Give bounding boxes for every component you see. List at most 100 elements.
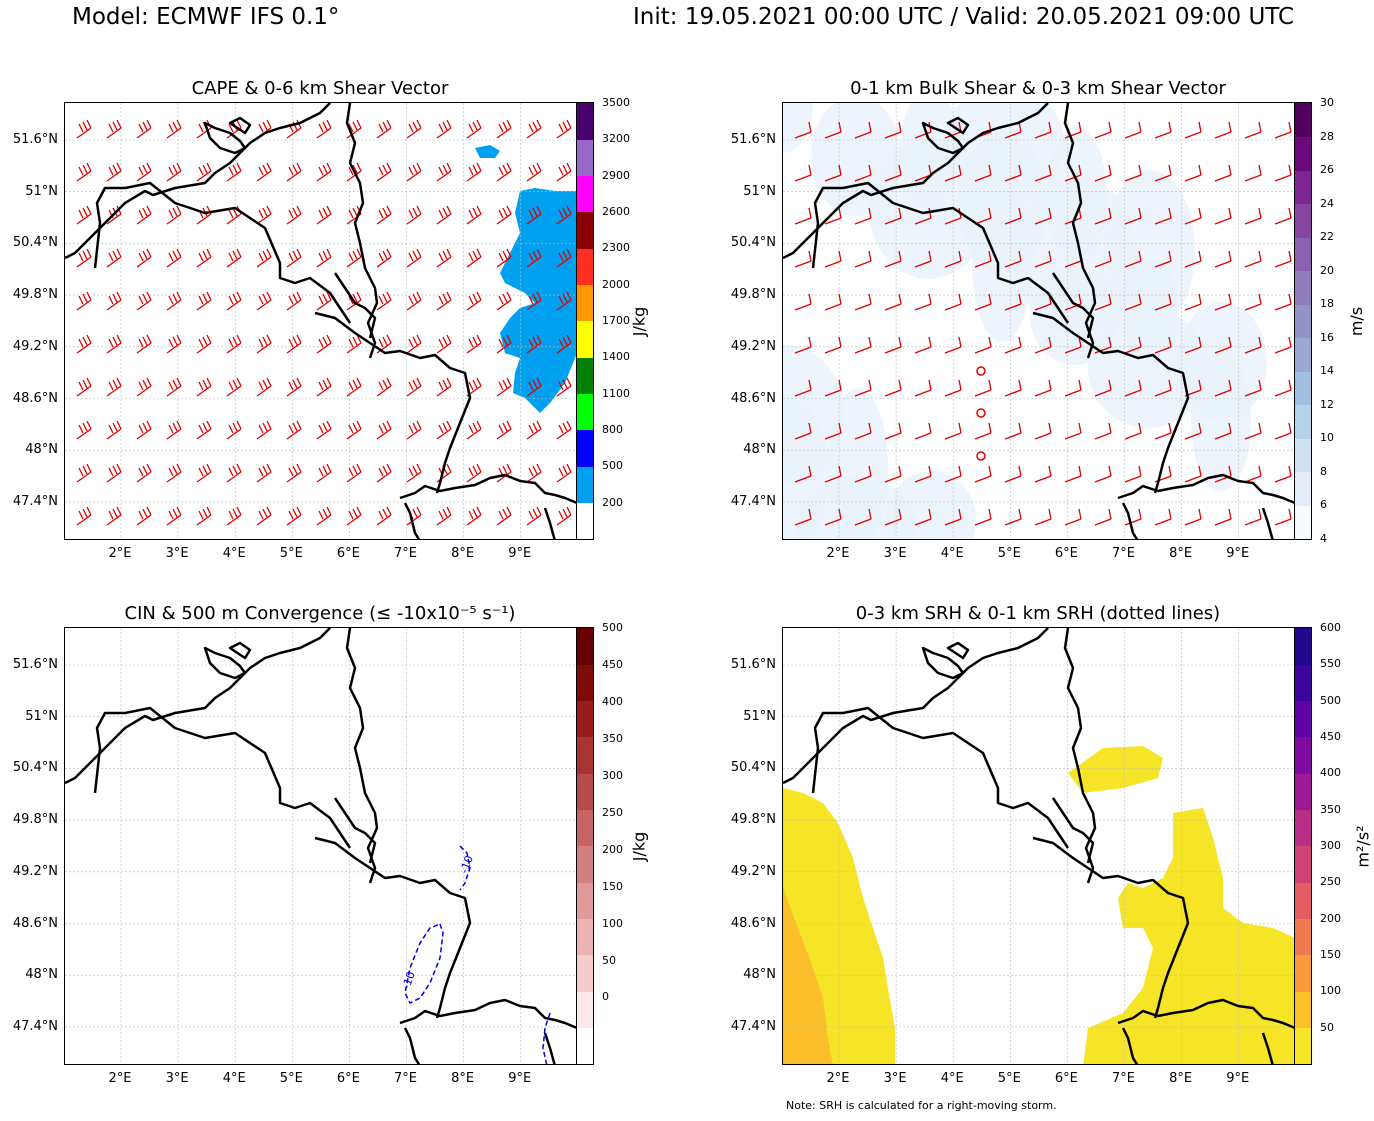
lon-label: 4°E [222, 1071, 246, 1086]
shear-colorbar [1294, 102, 1312, 540]
cape-colorbar [576, 102, 594, 540]
lon-label: 8°E [451, 1071, 475, 1086]
lat-label: 47.4°N [12, 1018, 58, 1034]
lon-label: 8°E [1169, 1071, 1193, 1086]
lat-label: 47.4°N [730, 493, 776, 509]
shear-colorbar-band [1295, 304, 1311, 339]
cin-map-svg: -10 -10 [65, 628, 576, 1064]
srh-colorbar-tick: 550 [1320, 657, 1341, 671]
cin-colorbar-band [577, 882, 593, 920]
cin-colorbar-band [577, 991, 593, 1029]
shear-colorbar-tick: 10 [1320, 431, 1334, 445]
cin-colorbar-band [577, 846, 593, 883]
lon-label: 5°E [997, 546, 1021, 561]
shear-colorbar-tick: 24 [1320, 196, 1334, 210]
cin-map: -10 -10 [64, 627, 577, 1065]
srh-colorbar-band [1295, 1027, 1311, 1064]
lon-label: 3°E [165, 546, 189, 561]
lon-label: 3°E [165, 1071, 189, 1086]
cin-colorbar-tick: 300 [602, 768, 623, 782]
shear-colorbar-tick: 18 [1320, 297, 1334, 311]
lat-label: 50.4°N [730, 760, 776, 776]
lat-label: 50.4°N [12, 760, 58, 776]
lat-label: 49.8°N [730, 812, 776, 828]
shear-colorbar-tick: 28 [1320, 129, 1334, 143]
srh-colorbar-tick: 300 [1320, 839, 1341, 852]
lat-label: 51.6°N [12, 657, 58, 672]
lat-label: 48°N [25, 967, 58, 983]
shear-colorbar-band [1295, 471, 1311, 506]
cape-colorbar-band [577, 139, 593, 177]
shear-colorbar-band [1295, 203, 1311, 238]
cape-colorbar-tick: 2300 [602, 241, 630, 255]
srh-colorbar-band [1295, 846, 1311, 883]
srh-borders [783, 628, 1294, 1064]
srh-colorbar-band [1295, 737, 1311, 774]
lon-label: 7°E [394, 1071, 417, 1086]
srh-map-svg [783, 628, 1294, 1064]
lon-label: 5°E [279, 546, 303, 561]
lon-label: 8°E [451, 546, 475, 561]
cin-colorbar [576, 627, 594, 1065]
shear-shade-18 [1047, 127, 1107, 267]
lat-label: 48.6°N [730, 915, 776, 931]
srh-panel-title: 0-3 km SRH & 0-1 km SRH (dotted lines) [855, 603, 1221, 624]
convergence-contour-2 [542, 1012, 551, 1064]
cape-colorbar-band [577, 466, 593, 504]
shear-shade-13 [1177, 302, 1267, 422]
lat-label: 51.6°N [12, 132, 58, 147]
cape-area-0 [500, 188, 576, 413]
lat-label: 48.6°N [730, 390, 776, 406]
lon-label: 6°E [336, 546, 360, 561]
contour-label-0: -10 [458, 854, 476, 875]
lat-label: 48°N [743, 442, 776, 458]
cape-colorbar-tick: 800 [602, 423, 623, 436]
lat-label: 51°N [743, 708, 776, 724]
lon-label: 9°E [508, 1071, 532, 1086]
lat-label: 49.2°N [12, 863, 58, 879]
convergence-contour-0 [459, 845, 471, 891]
shear-shade-19 [1105, 170, 1195, 330]
cin-colorbar-tick: 200 [602, 842, 623, 856]
cape-colorbar-band [577, 212, 593, 249]
calm-marker-2 [976, 451, 986, 461]
lon-label: 6°E [1054, 1071, 1078, 1086]
cin-borders [65, 628, 576, 1064]
cape-colorbar-band [577, 248, 593, 286]
cape-colorbar-tick: 500 [602, 459, 623, 473]
cape-colorbar-band [577, 321, 593, 358]
shear-colorbar-tick: 14 [1320, 364, 1334, 378]
cape-colorbar-band [577, 430, 593, 467]
cape-colorbar-band [577, 284, 593, 322]
cape-colorbar-tick: 2000 [602, 277, 630, 291]
srh-area-north [1068, 746, 1163, 793]
cin-colorbar-band [577, 809, 593, 847]
srh-area-east [1083, 808, 1294, 1064]
shear-colorbar-tick: 6 [1320, 498, 1327, 512]
lon-label: 6°E [1054, 546, 1078, 561]
shear-shade-16 [886, 471, 976, 539]
cape-colorbar-band [577, 175, 593, 213]
cin-colorbar-band [577, 628, 593, 665]
cin-colorbar-label: J/kg [629, 831, 649, 862]
shear-colorbar-band [1295, 237, 1311, 272]
cape-colorbar-band [577, 103, 593, 140]
lon-label: 2°E [108, 546, 132, 561]
shear-colorbar-label: m/s [1347, 306, 1367, 337]
lat-label: 49.2°N [12, 338, 58, 354]
shear-colorbar-band [1295, 337, 1311, 372]
shear-colorbar-band [1295, 371, 1311, 406]
shear-shade-17 [944, 103, 1064, 204]
cin-colorbar-band [577, 955, 593, 992]
shear-map [782, 102, 1295, 540]
srh-colorbar-band [1295, 664, 1311, 702]
lat-label: 50.4°N [12, 235, 58, 251]
cape-map [64, 102, 577, 540]
shear-colorbar-band [1295, 505, 1311, 539]
srh-colorbar-band [1295, 955, 1311, 992]
srh-colorbar-band [1295, 700, 1311, 738]
cin-colorbar-tick: 0 [602, 990, 609, 1004]
shear-colorbar-band [1295, 170, 1311, 205]
lon-label: 5°E [997, 1071, 1021, 1086]
cin-colorbar-band [577, 737, 593, 774]
